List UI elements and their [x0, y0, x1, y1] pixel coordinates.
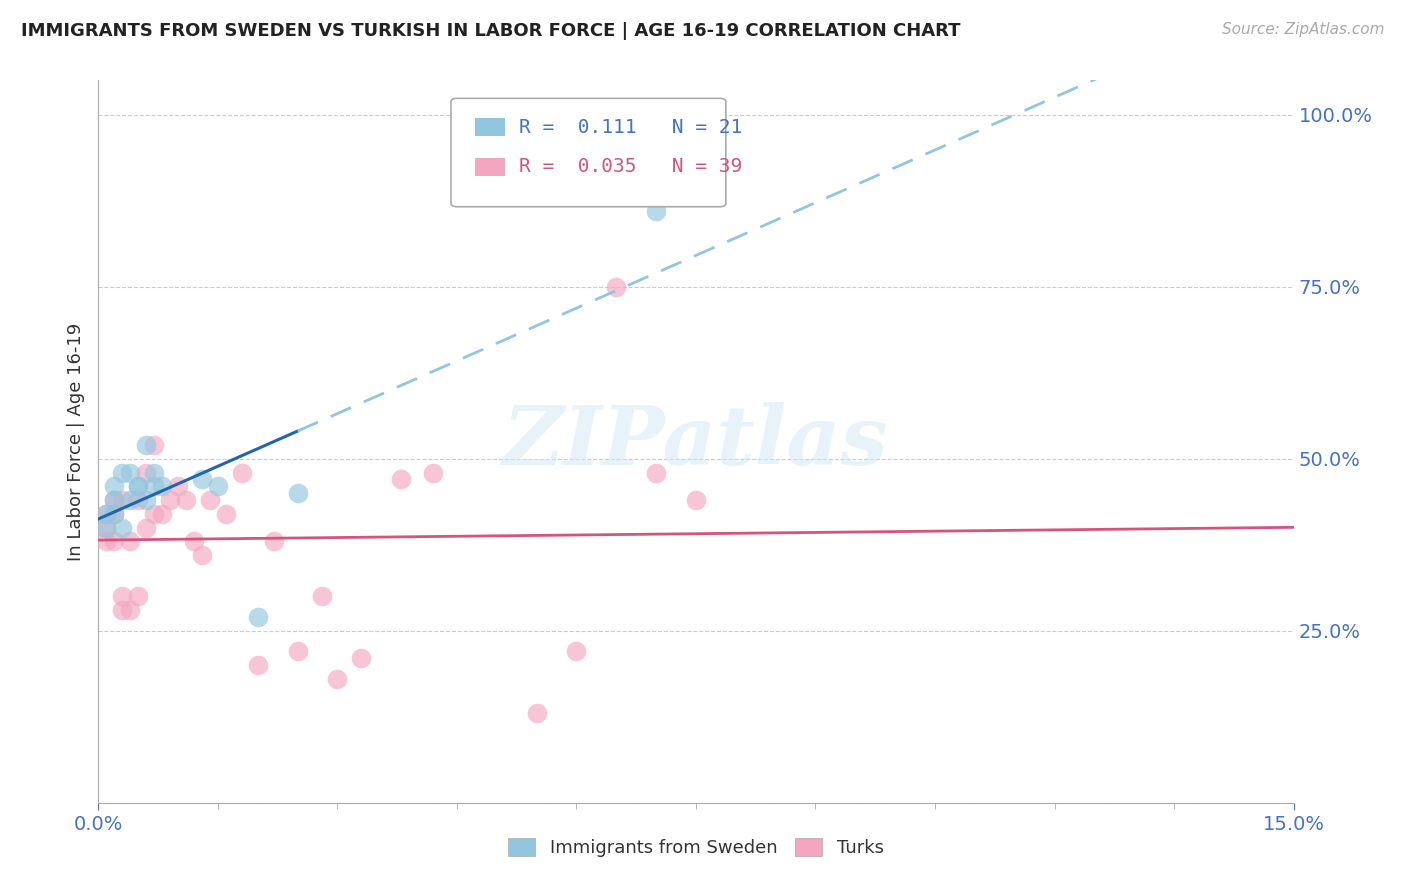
Point: [127, 590, 149, 604]
Point: [127, 479, 149, 493]
Point: [207, 479, 229, 493]
Point: [326, 672, 349, 686]
Point: [103, 493, 125, 508]
Y-axis label: In Labor Force | Age 16-19: In Labor Force | Age 16-19: [66, 322, 84, 561]
Point: [96, 507, 118, 521]
Point: [111, 466, 134, 480]
Text: R =  0.111   N = 21: R = 0.111 N = 21: [519, 118, 742, 136]
Point: [246, 658, 269, 673]
Point: [135, 438, 157, 452]
Point: [143, 438, 166, 452]
Point: [103, 493, 125, 508]
Point: [246, 610, 269, 624]
Point: [143, 466, 166, 480]
Point: [120, 466, 142, 480]
Point: [311, 590, 333, 604]
Point: [263, 534, 285, 549]
Text: Source: ZipAtlas.com: Source: ZipAtlas.com: [1222, 22, 1385, 37]
Point: [645, 204, 668, 219]
Point: [127, 493, 149, 508]
Point: [287, 644, 309, 658]
Point: [389, 472, 412, 486]
Point: [111, 603, 134, 617]
Point: [645, 466, 668, 480]
Point: [103, 479, 125, 493]
Text: R =  0.035   N = 39: R = 0.035 N = 39: [519, 158, 742, 177]
Point: [120, 603, 142, 617]
Point: [103, 534, 125, 549]
Point: [422, 466, 444, 480]
Point: [120, 493, 142, 508]
Point: [135, 493, 157, 508]
Point: [159, 493, 181, 508]
Text: ZIPatlas: ZIPatlas: [503, 401, 889, 482]
Point: [565, 644, 588, 658]
Point: [167, 479, 190, 493]
Point: [191, 548, 214, 562]
Point: [120, 534, 142, 549]
Point: [111, 493, 134, 508]
Point: [143, 507, 166, 521]
Point: [198, 493, 221, 508]
Point: [111, 520, 134, 534]
Point: [96, 520, 118, 534]
Point: [150, 507, 173, 521]
Point: [231, 466, 253, 480]
FancyBboxPatch shape: [475, 119, 505, 136]
Point: [96, 507, 118, 521]
Point: [135, 520, 157, 534]
Point: [350, 651, 373, 665]
Point: [215, 507, 238, 521]
Point: [103, 507, 125, 521]
Point: [96, 534, 118, 549]
Point: [183, 534, 205, 549]
Point: [174, 493, 197, 508]
Point: [103, 507, 125, 521]
Text: IMMIGRANTS FROM SWEDEN VS TURKISH IN LABOR FORCE | AGE 16-19 CORRELATION CHART: IMMIGRANTS FROM SWEDEN VS TURKISH IN LAB…: [21, 22, 960, 40]
Point: [685, 493, 707, 508]
Point: [143, 479, 166, 493]
Point: [605, 279, 627, 293]
Point: [191, 472, 214, 486]
FancyBboxPatch shape: [451, 98, 725, 207]
Legend: Immigrants from Sweden, Turks: Immigrants from Sweden, Turks: [499, 829, 893, 866]
Point: [96, 520, 118, 534]
Point: [150, 479, 173, 493]
Point: [127, 479, 149, 493]
Point: [287, 486, 309, 500]
Point: [526, 706, 548, 721]
Point: [111, 590, 134, 604]
FancyBboxPatch shape: [475, 158, 505, 176]
Point: [135, 466, 157, 480]
